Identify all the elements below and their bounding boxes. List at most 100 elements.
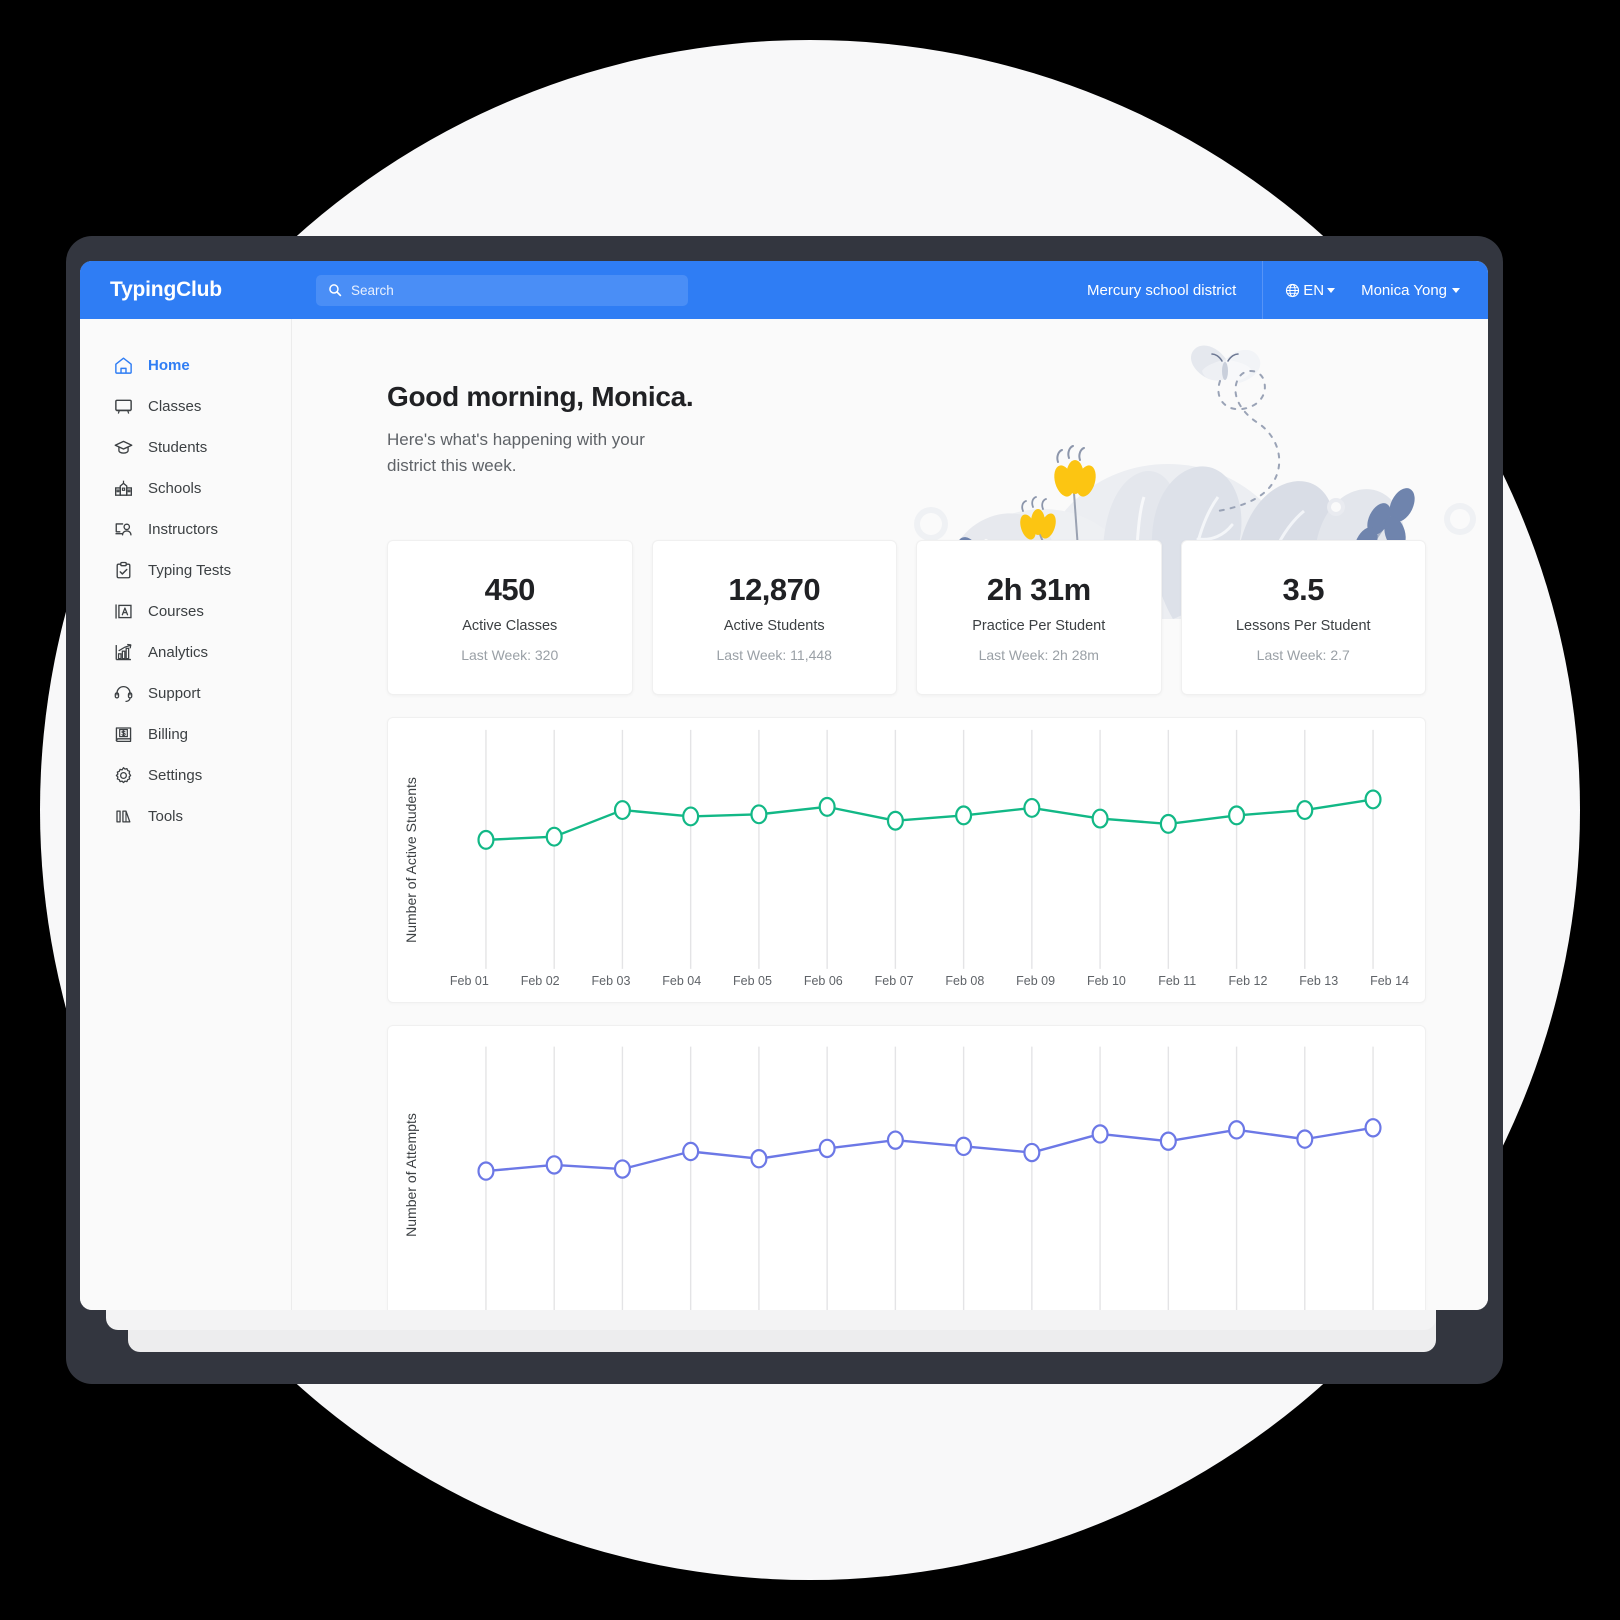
- chart-data-point[interactable]: [1093, 1125, 1108, 1142]
- chart-x-tick-label: Feb 12: [1228, 973, 1268, 988]
- chart-data-point[interactable]: [547, 1156, 562, 1173]
- chart-data-point[interactable]: [888, 1131, 903, 1148]
- chart-plot-area[interactable]: [434, 1026, 1425, 1310]
- chart-x-tick-label: Feb 08: [945, 973, 985, 988]
- chart-data-point[interactable]: [956, 1137, 971, 1154]
- chart-data-point[interactable]: [615, 801, 630, 819]
- sidebar-item-billing[interactable]: Billing: [80, 714, 291, 755]
- chart-data-point[interactable]: [683, 807, 698, 825]
- chart-data-point[interactable]: [751, 805, 766, 823]
- sidebar-item-label: Support: [148, 685, 201, 702]
- gear-icon: [112, 765, 134, 787]
- chart-data-point[interactable]: [1229, 1121, 1244, 1138]
- chart-data-point[interactable]: [1366, 790, 1381, 808]
- chart-data-point[interactable]: [820, 798, 835, 816]
- sidebar-item-schools[interactable]: Schools: [80, 468, 291, 509]
- chart-y-axis-label: Number of Active Students: [388, 718, 434, 1002]
- stat-label: Active Classes: [462, 617, 558, 634]
- page-subtitle: Here's what's happening with your distri…: [387, 430, 645, 476]
- chart-data-point[interactable]: [683, 1143, 698, 1160]
- chart-data-point[interactable]: [1297, 1130, 1312, 1147]
- chart-data-point[interactable]: [820, 1140, 835, 1157]
- chart-x-tick-label: Feb 13: [1299, 973, 1339, 988]
- stat-value: 12,870: [728, 571, 821, 607]
- chart-data-point[interactable]: [1093, 809, 1108, 827]
- sidebar-item-settings[interactable]: Settings: [80, 755, 291, 796]
- sidebar-item-students[interactable]: Students: [80, 427, 291, 468]
- sidebar-item-analytics[interactable]: Analytics: [80, 632, 291, 673]
- sidebar-item-home[interactable]: Home: [80, 345, 291, 386]
- chart-y-axis-label: Number of Attempts: [388, 1026, 434, 1310]
- chart-data-point[interactable]: [479, 1162, 494, 1179]
- sidebar: Home Classes: [80, 319, 292, 1310]
- chart-data-point[interactable]: [1024, 799, 1039, 817]
- chart-data-point[interactable]: [615, 1160, 630, 1177]
- sidebar-item-support[interactable]: Support: [80, 673, 291, 714]
- chart-x-tick-label: Feb 11: [1158, 973, 1197, 988]
- chart-data-point[interactable]: [1297, 801, 1312, 819]
- chart-data-point[interactable]: [956, 806, 971, 824]
- chart-panel-active-students: Number of Active Students Feb 01 Feb 02 Fe…: [387, 716, 1426, 1003]
- sidebar-item-tools[interactable]: Tools: [80, 796, 291, 837]
- chart-data-point[interactable]: [888, 812, 903, 830]
- top-bar-actions: Mercury school district EN: [1061, 261, 1488, 319]
- stat-sublabel: Last Week: 2h 28m: [978, 646, 1099, 663]
- chart-x-tick-label: Feb 06: [803, 973, 843, 988]
- chart-data-point[interactable]: [547, 828, 562, 846]
- language-selector[interactable]: EN: [1263, 261, 1351, 319]
- instructor-person-icon: [112, 519, 134, 541]
- chart-data-point[interactable]: [751, 1150, 766, 1167]
- sidebar-item-label: Schools: [148, 480, 202, 497]
- headset-icon: [112, 683, 134, 705]
- ruler-tools-icon: [112, 806, 134, 828]
- stat-card-active-classes[interactable]: 450 Active Classes Last Week: 320: [387, 539, 633, 695]
- chart-x-tick-labels: Feb 01 Feb 02 Feb 03 Feb 04 Feb 05 Feb 06 Feb …: [434, 974, 1425, 988]
- sidebar-item-label: Tools: [148, 808, 184, 825]
- sidebar-item-courses[interactable]: Courses: [80, 591, 291, 632]
- chart-x-tick-label: Feb 04: [662, 973, 702, 988]
- globe-icon: [1285, 283, 1300, 298]
- letter-a-box-icon: [112, 601, 134, 623]
- sidebar-item-label: Typing Tests: [148, 562, 232, 579]
- chart-x-tick-label: Feb 07: [874, 973, 914, 988]
- chart-x-tick-label: Feb 03: [591, 973, 631, 988]
- graduation-cap-icon: [112, 437, 134, 459]
- search-icon: [328, 283, 342, 297]
- stat-label: Active Students: [723, 617, 825, 634]
- brand-logo[interactable]: TypingClub: [80, 261, 292, 319]
- chart-data-point[interactable]: [1024, 1144, 1039, 1161]
- chart-data-point[interactable]: [479, 831, 494, 849]
- chevron-down-icon: [1452, 287, 1460, 293]
- stat-card-active-students[interactable]: 12,870 Active Students Last Week: 11,448: [651, 539, 897, 695]
- sidebar-item-label: Classes: [148, 398, 202, 415]
- stat-card-practice-per-student[interactable]: 2h 31m Practice Per Student Last Week: 2…: [916, 539, 1162, 695]
- chart-x-tick-label: Feb 02: [520, 973, 560, 988]
- chart-data-point[interactable]: [1229, 806, 1244, 824]
- monitor-icon: [112, 396, 134, 418]
- chart-x-tick-label: Feb 05: [733, 973, 772, 988]
- chart-y-axis-text: Number of Attempts: [403, 1112, 419, 1237]
- chart-y-axis-text: Number of Active Students: [403, 776, 420, 943]
- sidebar-item-typing-tests[interactable]: Typing Tests: [80, 550, 291, 591]
- stats-row: 450 Active Classes Last Week: 320 12,870…: [387, 539, 1488, 695]
- stat-label: Lessons Per Student: [1235, 617, 1371, 634]
- chart-data-point[interactable]: [1366, 1119, 1381, 1136]
- home-icon: [112, 355, 134, 377]
- sidebar-item-classes[interactable]: Classes: [80, 386, 291, 427]
- sidebar-item-label: Home: [148, 357, 190, 374]
- sidebar-item-label: Analytics: [148, 644, 209, 661]
- sidebar-item-instructors[interactable]: Instructors: [80, 509, 291, 550]
- search-input[interactable]: Search: [316, 274, 688, 306]
- chart-plot-area[interactable]: Feb 01 Feb 02 Feb 03 Feb 04 Feb 05 Feb 06 Feb …: [434, 718, 1425, 1002]
- chart-data-point[interactable]: [1161, 1132, 1176, 1149]
- stat-label: Practice Per Student: [972, 617, 1106, 634]
- brand-name: TypingClub: [110, 278, 222, 301]
- main-content: Good morning, Monica. Here's what's happ…: [292, 319, 1488, 1310]
- stat-value: 2h 31m: [986, 571, 1091, 607]
- chart-x-tick-label: Feb 01: [449, 973, 489, 988]
- user-menu[interactable]: Monica Yong: [1351, 261, 1488, 319]
- chart-data-point[interactable]: [1161, 815, 1176, 833]
- stat-card-lessons-per-student[interactable]: 3.5 Lessons Per Student Last Week: 2.7: [1180, 539, 1426, 695]
- sidebar-item-label: Students: [148, 439, 208, 456]
- district-selector[interactable]: Mercury school district: [1061, 261, 1264, 319]
